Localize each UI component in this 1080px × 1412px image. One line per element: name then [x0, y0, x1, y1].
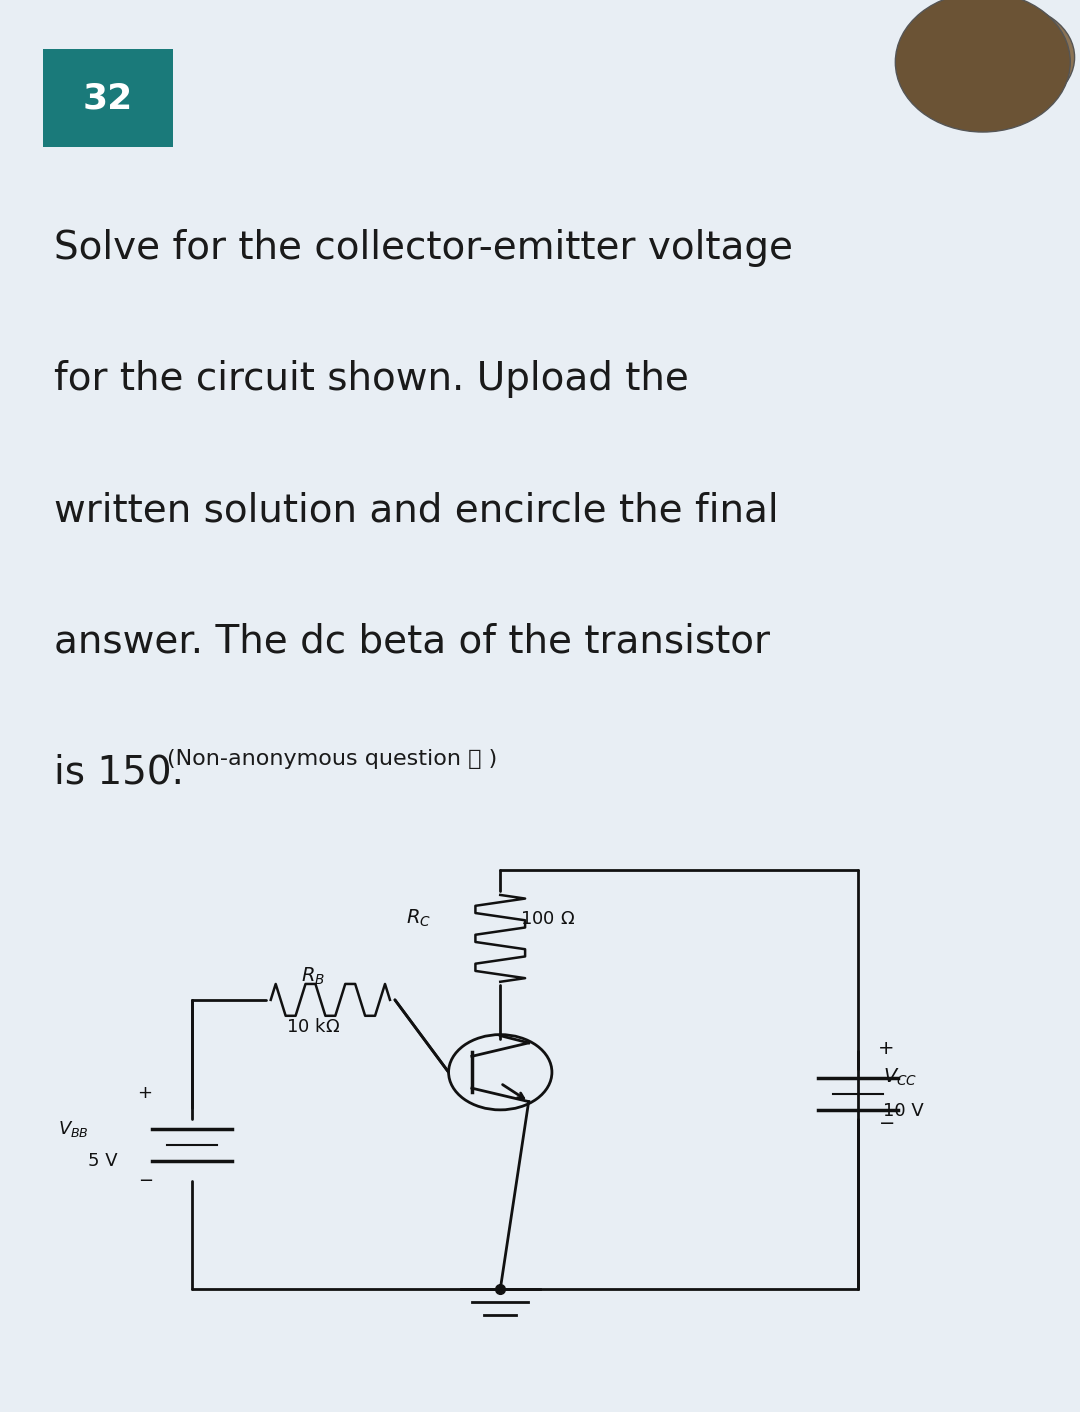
- Text: +: +: [137, 1083, 152, 1101]
- Text: 32: 32: [83, 82, 133, 116]
- Text: is 150.: is 150.: [54, 754, 197, 792]
- Circle shape: [934, 4, 1075, 110]
- Text: 10 V: 10 V: [882, 1101, 923, 1120]
- Text: (Non-anonymous question ⓘ ): (Non-anonymous question ⓘ ): [167, 750, 498, 770]
- Text: 5 V: 5 V: [87, 1152, 118, 1171]
- Text: 10 k$\Omega$: 10 k$\Omega$: [285, 1018, 340, 1036]
- FancyBboxPatch shape: [43, 49, 173, 147]
- Text: $R_B$: $R_B$: [300, 966, 325, 987]
- Text: $-$: $-$: [878, 1111, 894, 1131]
- Text: $-$: $-$: [137, 1171, 152, 1189]
- Text: $R_C$: $R_C$: [406, 908, 431, 929]
- Text: $V_{CC}$: $V_{CC}$: [882, 1067, 917, 1089]
- Text: answer. The dc beta of the transistor: answer. The dc beta of the transistor: [54, 623, 770, 661]
- Text: written solution and encircle the final: written solution and encircle the final: [54, 491, 779, 530]
- Text: for the circuit shown. Upload the: for the circuit shown. Upload the: [54, 360, 689, 398]
- Text: $V_{BB}$: $V_{BB}$: [58, 1118, 89, 1138]
- Text: 100 $\Omega$: 100 $\Omega$: [521, 909, 576, 928]
- Text: +: +: [878, 1039, 894, 1058]
- Text: Solve for the collector-emitter voltage: Solve for the collector-emitter voltage: [54, 229, 793, 267]
- Circle shape: [895, 0, 1070, 131]
